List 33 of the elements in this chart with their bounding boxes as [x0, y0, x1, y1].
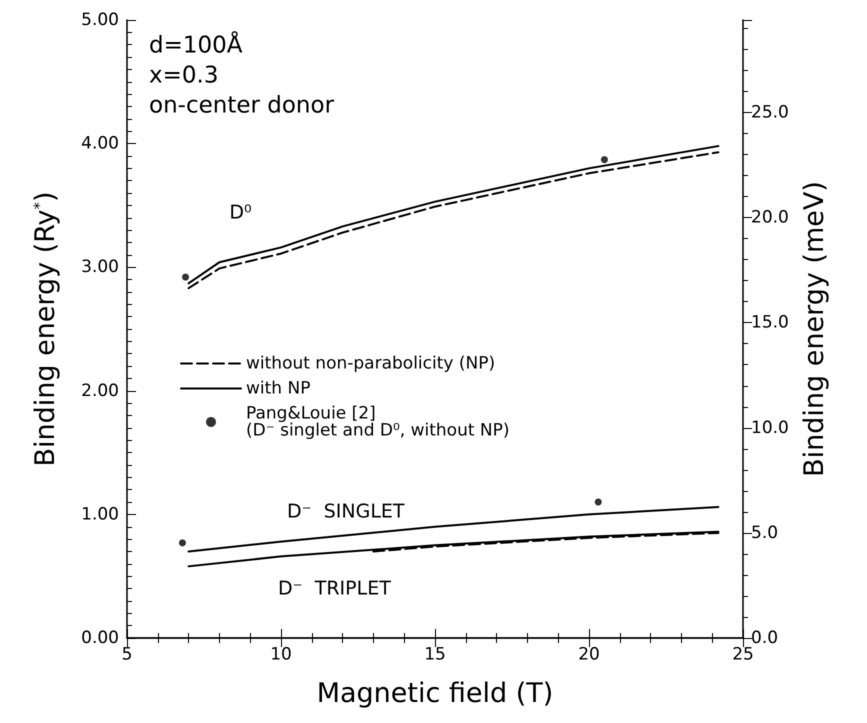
annotation: D⁰ [229, 201, 252, 224]
y2-axis-title: Binding energy (meV) [799, 181, 830, 477]
y-tick-label: 4.00 [81, 134, 119, 154]
y2-tick-label: 5.0 [751, 522, 778, 543]
legend-label: with NP [246, 378, 310, 398]
y-tick-label: 1.00 [81, 504, 119, 524]
y-tick-label: 5.00 [81, 10, 119, 30]
point [600, 156, 608, 164]
annotation: D⁻ SINGLET [287, 500, 405, 523]
x-tick-label: 5 [122, 644, 132, 664]
y2-tick-label: 25.0 [751, 102, 789, 122]
annotation: x=0.3 [149, 62, 218, 88]
point [594, 498, 602, 506]
y-tick-label: 0.00 [81, 628, 119, 648]
y-tick-label: 3.00 [81, 257, 119, 278]
annotation: on-center donor [149, 92, 335, 118]
y-tick-label: 2.00 [81, 380, 119, 401]
x-tick-label: 25 [732, 644, 754, 664]
y2-tick-label: 10.0 [751, 418, 789, 438]
x-tick-label: 15 [424, 644, 446, 664]
x-axis-title: Magnetic field (T) [316, 678, 554, 709]
y2-tick-label: 20.0 [751, 208, 789, 228]
x-tick-label: 10 [270, 644, 292, 664]
y2-tick-label: 0.0 [751, 628, 778, 648]
x-tick-label: 20 [578, 644, 600, 664]
legend-label: without non-parabolicity (NP) [246, 354, 496, 374]
y2-tick-label: 15.0 [751, 312, 789, 333]
y-axis-title: Binding energy (Ry*) [30, 191, 61, 467]
annotation: d=100Å [149, 30, 243, 58]
point [178, 539, 186, 546]
legend-label: Pang&Louie [2] (D⁻ singlet and D⁰, without NP) [246, 404, 510, 440]
point [182, 274, 190, 281]
annotation: D⁻ TRIPLET [278, 577, 392, 600]
